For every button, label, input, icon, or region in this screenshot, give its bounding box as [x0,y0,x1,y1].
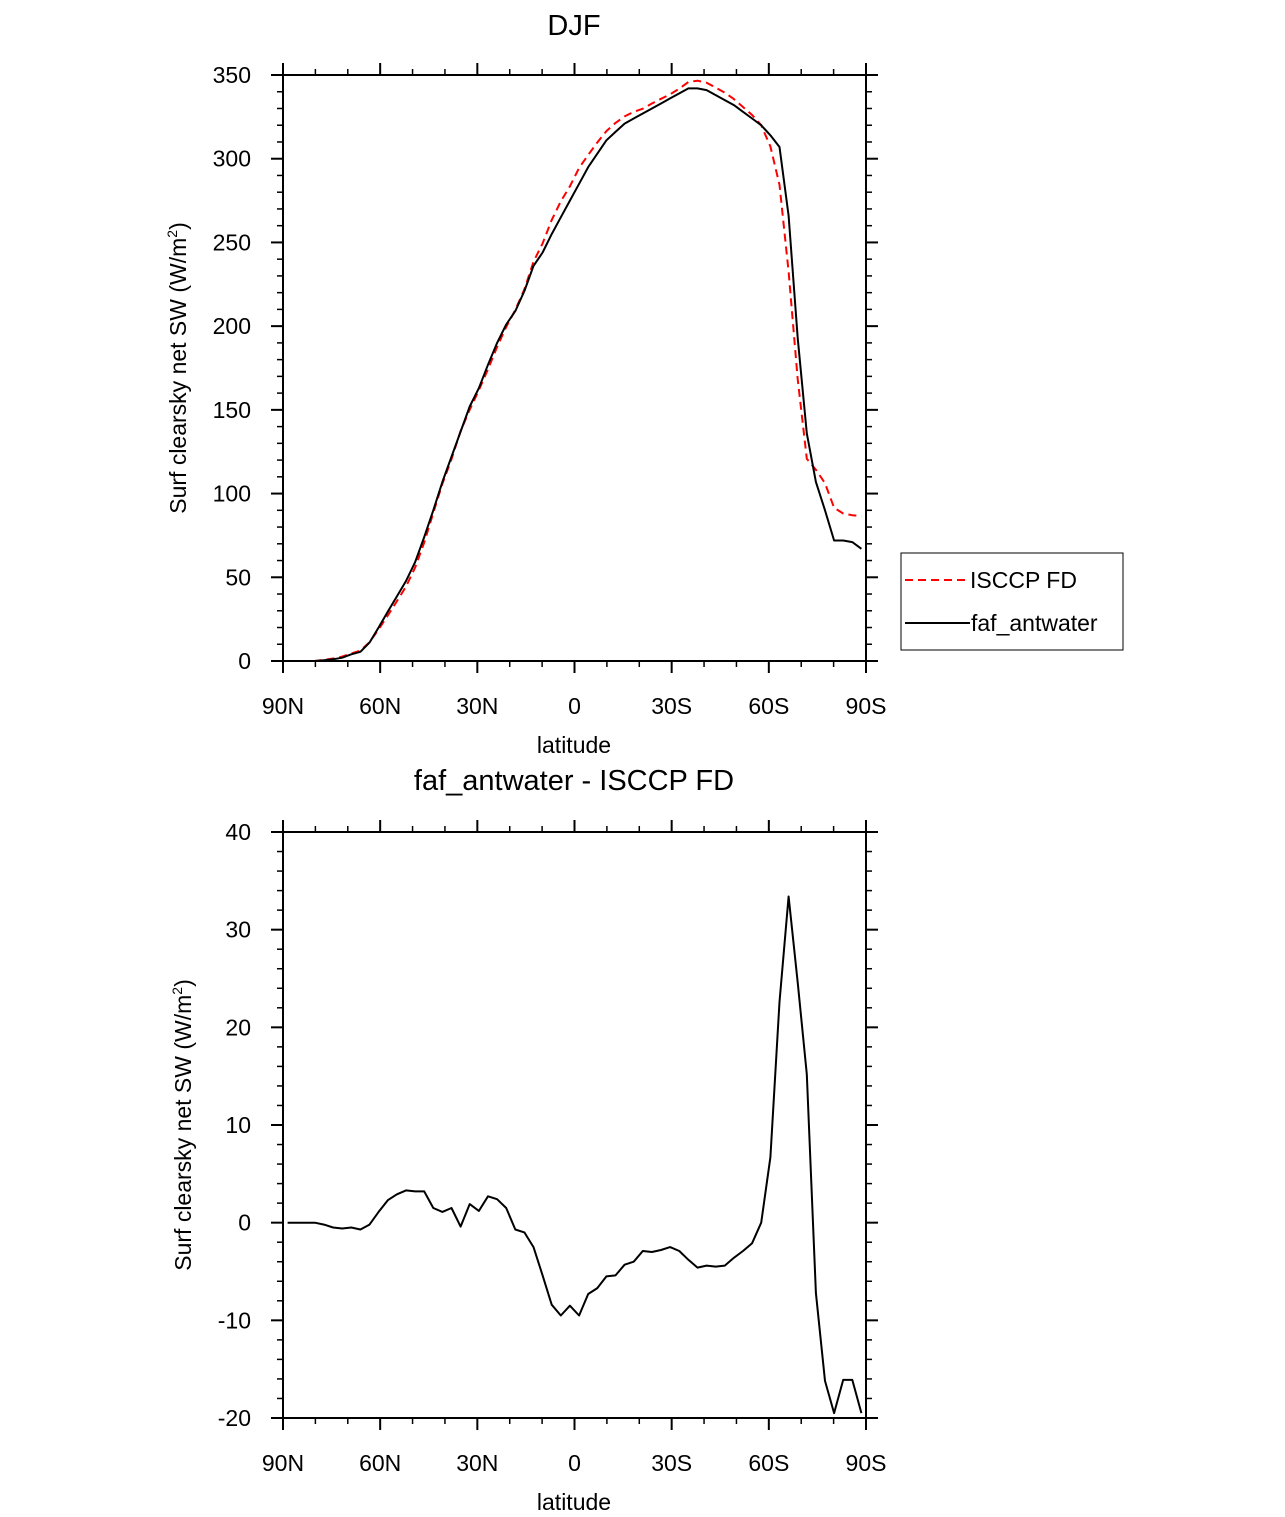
top-y-axis-label: Surf clearsky net SW (W/m2) [164,222,191,514]
y-tick-label: 0 [238,1210,251,1236]
y-tick-label: 350 [213,62,251,88]
top-series-lines [287,79,862,662]
x-tick-label: 0 [568,693,581,719]
bottom-panel-difference: faf_antwater - ISCCP FD latitude Surf cl… [169,765,886,1515]
legend: ISCCP FD faf_antwater [900,552,1124,651]
x-tick-label: 30S [651,1450,692,1476]
x-tick-label: 30N [456,1450,498,1476]
bottom-series-lines [287,895,863,1415]
x-tick-label: 60N [359,1450,401,1476]
legend-label-faf-antwater: faf_antwater [971,610,1098,636]
bottom-y-label-text: Surf clearsky net SW (W/m [170,995,196,1271]
y-tick-label: 300 [213,146,251,172]
y-tick-label: 10 [225,1112,251,1138]
top-x-axis-label: latitude [537,732,611,758]
series-line-faf-antwater [287,87,862,662]
y-tick-label: -10 [218,1307,251,1333]
x-tick-label: 90S [846,1450,887,1476]
x-tick-label: 90N [262,693,304,719]
legend-label-isccp-fd: ISCCP FD [970,567,1077,593]
bottom-y-label-close: ) [170,979,196,987]
x-tick-label: 30N [456,693,498,719]
series-line-isccp-fd [287,79,862,662]
y-tick-label: 30 [225,917,251,943]
top-y-label-text: Surf clearsky net SW (W/m [165,238,191,514]
legend-box [900,552,1124,651]
top-y-label-sup: 2 [164,230,180,238]
top-y-label-close: ) [165,222,191,230]
y-tick-label: 100 [213,481,251,507]
x-tick-label: 60N [359,693,401,719]
x-tick-label: 60S [748,693,789,719]
y-tick-label: 250 [213,229,251,255]
bottom-y-label-sup: 2 [169,987,185,995]
top-chart-title: DJF [547,10,600,42]
y-tick-label: 20 [225,1014,251,1040]
y-tick-label: 40 [225,819,251,845]
bottom-y-axis-label: Surf clearsky net SW (W/m2) [169,979,196,1271]
x-tick-label: 90N [262,1450,304,1476]
bottom-x-axis-label: latitude [537,1489,611,1515]
y-tick-label: 200 [213,313,251,339]
x-tick-label: 60S [748,1450,789,1476]
y-tick-label: 50 [225,564,251,590]
bottom-chart-title: faf_antwater - ISCCP FD [414,765,734,797]
top-axes-ticks: 90N 60N 30N 0 30S 60S 90S 0 50 100 150 200 250 300 350 [213,62,887,719]
series-line-faf-antwater-isccp-fd [287,895,863,1415]
y-tick-label: 150 [213,397,251,423]
x-tick-label: 90S [846,693,887,719]
bottom-plot-frame [282,831,867,1419]
y-tick-label: -20 [218,1405,251,1431]
top-panel-djf: DJF latitude Surf clearsky net SW (W/m2)… [164,10,886,758]
y-tick-label: 0 [238,648,251,674]
x-tick-label: 30S [651,693,692,719]
top-plot-frame [282,74,867,662]
x-tick-label: 0 [568,1450,581,1476]
